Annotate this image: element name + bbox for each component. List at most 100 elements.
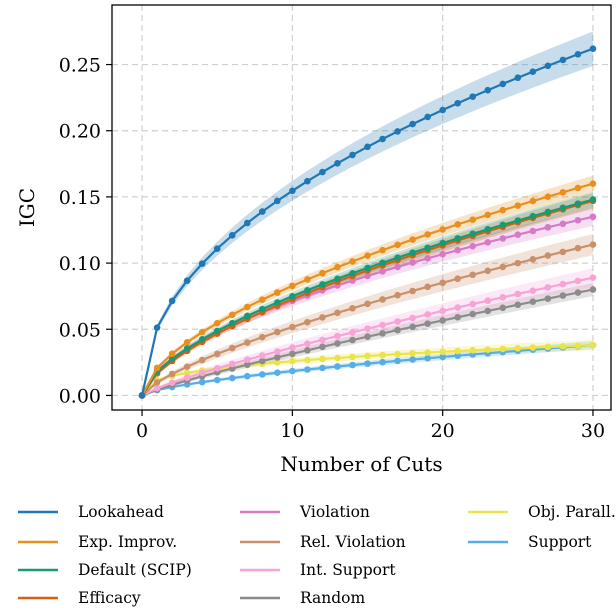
legend-item: Obj. Parall. [468,503,616,521]
data-point [349,353,356,361]
data-point [529,227,537,235]
data-point [379,296,386,303]
data-point [364,252,371,260]
data-point [153,379,161,386]
data-point [574,216,582,224]
data-point [469,347,477,354]
data-point [349,329,356,336]
y-tick-label: 0.20 [59,121,101,143]
data-point [559,220,567,228]
data-point [213,245,221,253]
data-point [243,372,251,380]
data-point [409,120,416,128]
data-point [409,314,416,322]
data-point [424,244,431,252]
data-point [394,350,401,358]
series-exp-improv [138,180,597,399]
data-point [484,86,492,94]
data-point [364,272,371,280]
data-point [499,345,507,353]
series-default-scip [138,196,597,399]
data-point [198,356,206,364]
data-point [304,276,311,283]
data-point [304,366,311,373]
data-point [484,346,492,353]
data-point [454,304,461,311]
data-point [364,325,371,333]
data-point [514,74,522,82]
data-point [274,359,281,366]
data-point [289,187,296,195]
data-point [499,263,507,271]
data-point [529,68,537,75]
legend-item: Rel. Violation [240,533,406,551]
data-point [349,336,356,344]
data-point [529,256,537,263]
legend-label: Default (SCIP) [78,561,192,579]
data-point [574,244,582,252]
data-point [198,260,206,267]
data-point [499,294,507,301]
data-point [334,354,341,362]
data-point [484,307,492,315]
data-point [454,347,461,355]
data-point [364,333,371,340]
data-point [499,304,507,312]
data-point [499,235,507,242]
data-point [379,321,386,329]
data-point [439,307,446,315]
data-point [544,284,552,291]
data-point [559,280,567,288]
data-point [304,347,311,354]
data-point [304,356,311,364]
data-point [334,340,341,347]
data-point [499,80,507,88]
series-int-support [138,274,597,399]
data-point [424,349,431,356]
data-point [213,376,221,384]
data-point [334,160,341,167]
data-point [289,357,296,365]
data-point [469,300,477,308]
x-tick-label: 30 [581,420,605,442]
data-point [168,355,176,363]
data-point [484,226,492,233]
data-point [274,328,281,336]
data-point [319,355,326,363]
data-point [559,204,567,212]
data-point [319,168,326,176]
data-point [454,352,461,359]
x-tick-label: 10 [280,420,304,442]
data-point [394,357,401,365]
legend-label: Int. Support [300,561,396,579]
data-point [589,241,597,248]
series-lines [138,45,597,399]
data-point [213,327,221,335]
data-point [213,319,221,327]
legend-label: Rel. Violation [300,533,406,551]
data-point [198,369,206,377]
data-point [424,354,431,362]
legend-item: Lookahead [18,503,164,521]
data-point [559,188,567,196]
confidence-band [142,233,593,396]
data-point [243,356,251,364]
data-point [243,219,251,227]
data-point [349,151,356,159]
data-point [544,252,552,259]
data-point [319,281,326,288]
data-point [499,206,507,214]
data-point [228,344,236,352]
data-point [274,299,281,306]
data-point [379,246,386,254]
y-tick-label: 0.15 [59,187,101,209]
data-point [394,263,401,271]
data-point [454,221,461,228]
data-point [379,135,386,143]
data-point [334,263,341,271]
data-point [574,342,582,350]
data-point [529,287,537,294]
data-point [259,357,266,365]
legend-item: Violation [240,503,370,521]
data-point [364,264,371,272]
